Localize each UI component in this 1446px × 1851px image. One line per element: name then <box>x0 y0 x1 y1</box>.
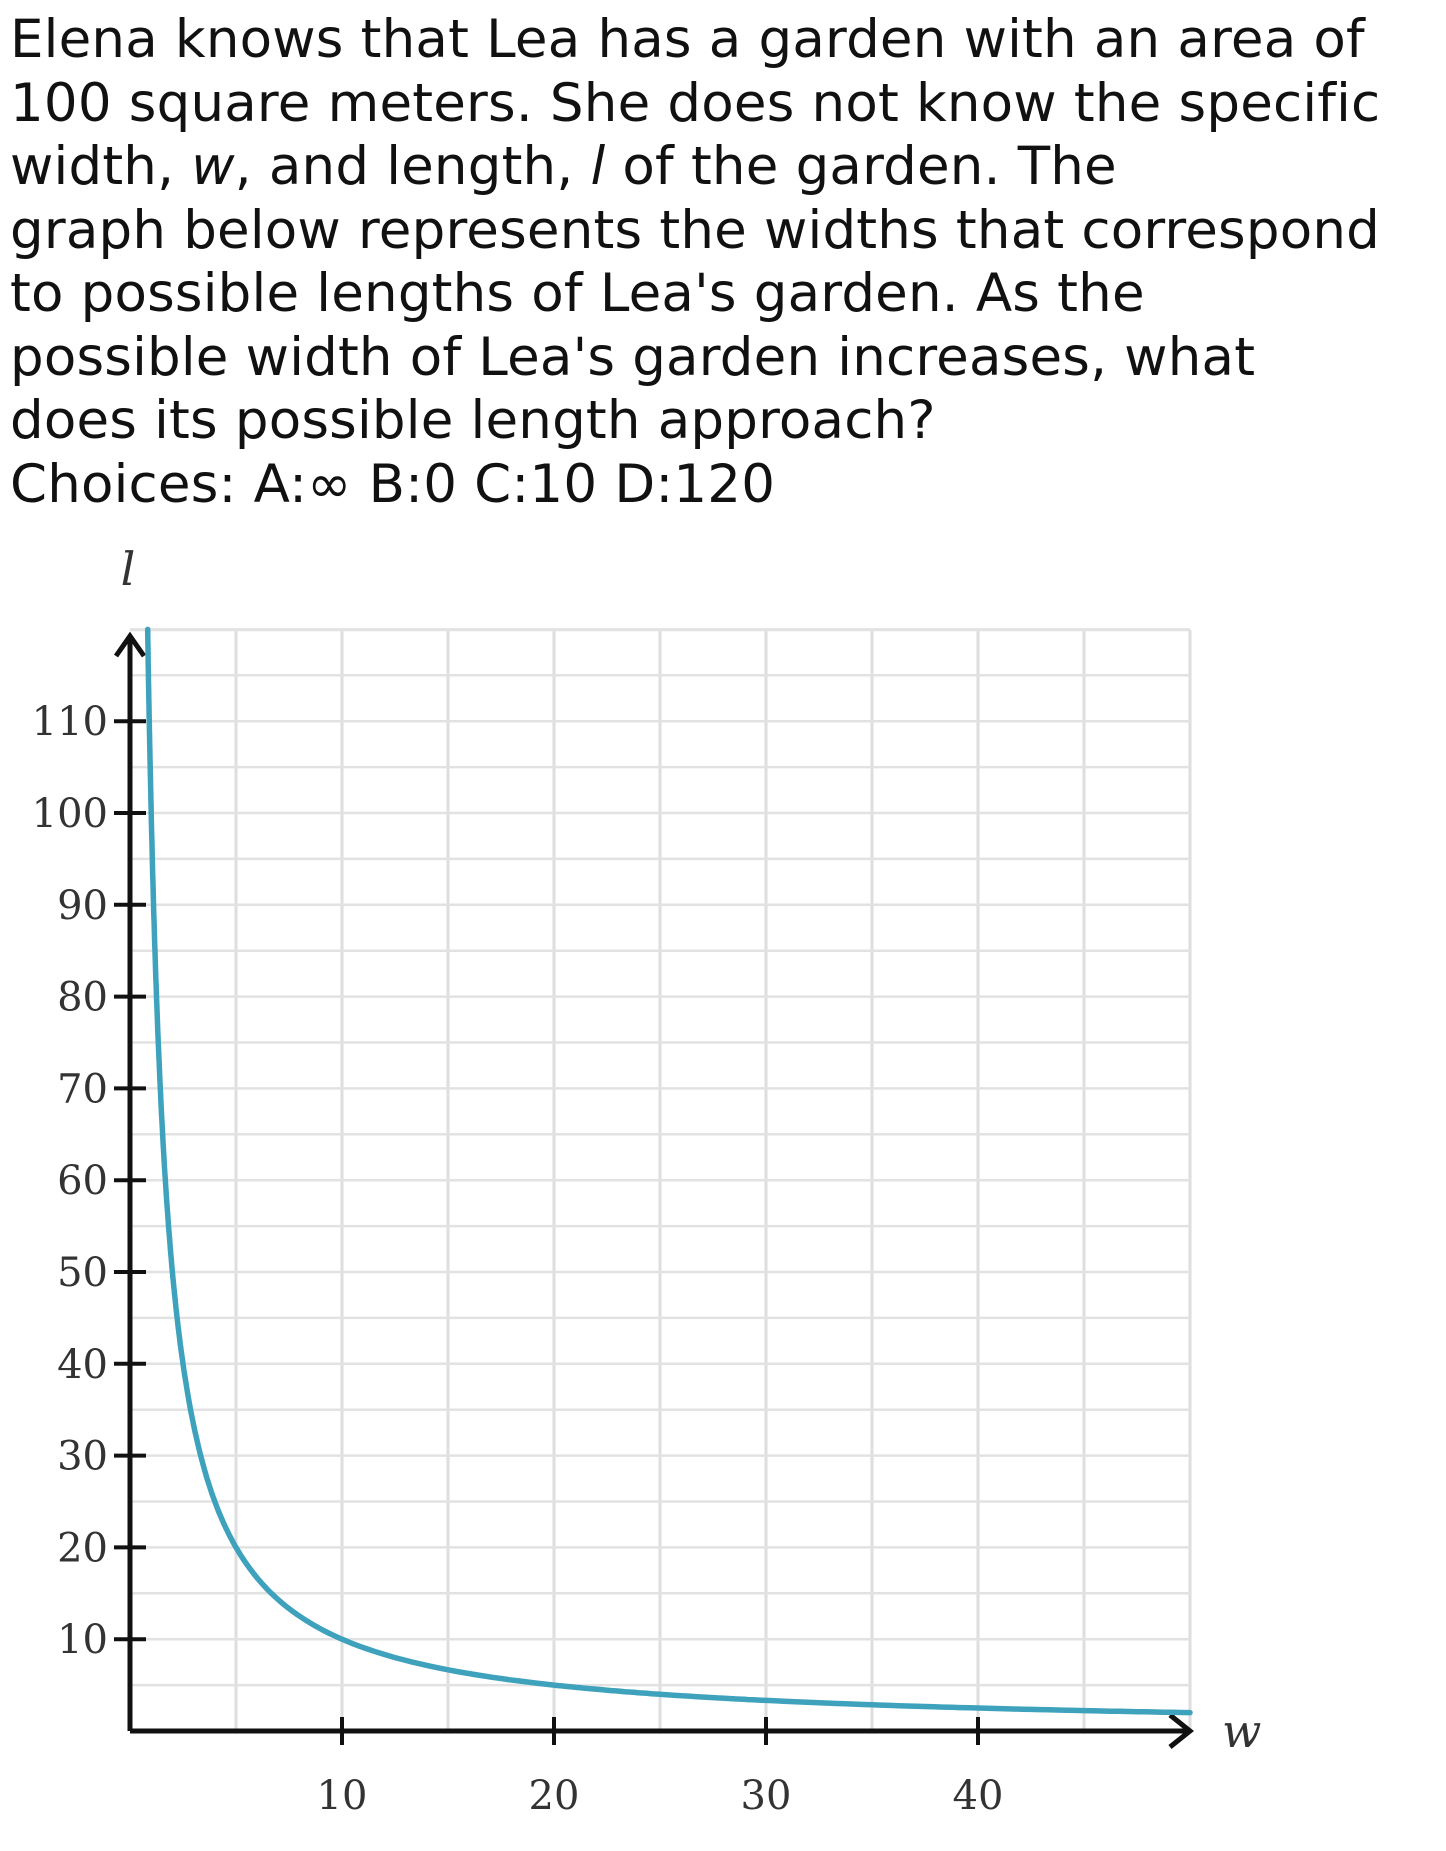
grid <box>130 628 1192 1731</box>
x-axis-label: w <box>1222 1704 1261 1758</box>
question-line: width, w, and length, l of the garden. T… <box>10 136 1117 197</box>
x-tick-label: 40 <box>953 1773 1004 1819</box>
question-line: 100 square meters. She does not know the… <box>10 72 1381 134</box>
y-tick-label: 50 <box>57 1250 108 1296</box>
y-tick-label: 20 <box>57 1525 108 1571</box>
question-text: Elena knows that Lea has a garden with a… <box>10 8 1440 516</box>
axes: wl <box>113 542 1261 1758</box>
y-tick-label: 10 <box>57 1617 108 1663</box>
x-axis-arrow-icon <box>1168 1713 1195 1749</box>
y-tick-label: 90 <box>57 883 108 929</box>
question-line: possible width of Lea's garden increases… <box>10 326 1256 388</box>
y-tick-label: 110 <box>32 699 108 745</box>
y-axis-label: l <box>121 542 136 596</box>
series-curve <box>144 626 1193 1716</box>
y-tick-label: 100 <box>32 791 108 837</box>
y-tick-label: 40 <box>57 1342 108 1388</box>
x-tick-label: 10 <box>317 1773 368 1819</box>
question-line: graph below represents the widths that c… <box>10 199 1380 261</box>
y-tick-label: 30 <box>57 1434 108 1480</box>
ticks: 10 20 30 40 10 20 30 40 50 60 70 80 90 100 110 <box>32 699 1004 1819</box>
question-line: Elena knows that Lea has a garden with a… <box>10 9 1365 70</box>
y-tick-label: 80 <box>57 975 108 1021</box>
variable-symbol: l <box>590 136 606 197</box>
question-line: to possible lengths of Lea's garden. As … <box>10 263 1145 324</box>
x-tick-label: 30 <box>741 1773 792 1819</box>
question-line: does its possible length approach? <box>10 390 936 451</box>
y-axis-arrow-icon <box>113 631 147 658</box>
x-tick-label: 20 <box>529 1773 580 1819</box>
series <box>144 626 1193 1716</box>
y-tick-label: 60 <box>57 1158 108 1204</box>
variable-symbol: w <box>191 136 235 197</box>
answer-choices: Choices: A:∞ B:0 C:10 D:120 <box>10 453 776 515</box>
y-tick-label: 70 <box>57 1066 108 1112</box>
